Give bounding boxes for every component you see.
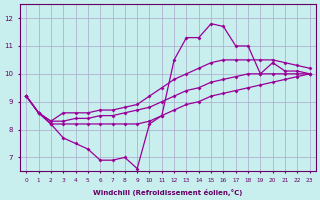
X-axis label: Windchill (Refroidissement éolien,°C): Windchill (Refroidissement éolien,°C): [93, 189, 243, 196]
